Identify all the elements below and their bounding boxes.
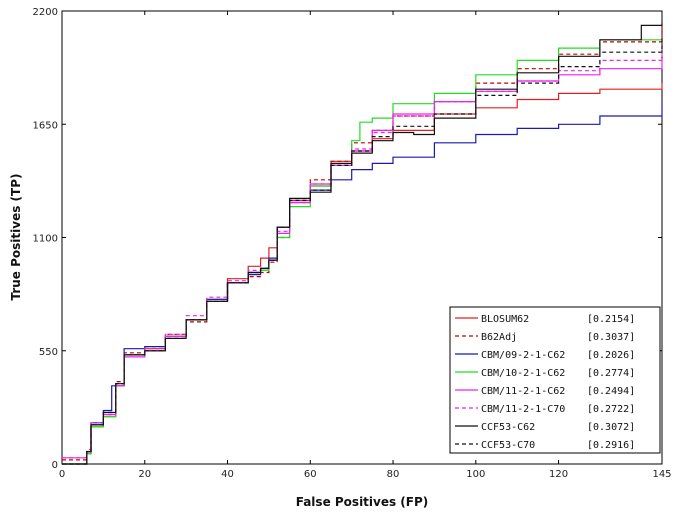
legend-label: BLOSUM62 xyxy=(481,314,529,325)
y-tick-label: 1650 xyxy=(33,120,58,131)
legend-label: B62Adj xyxy=(481,332,517,343)
series-line-7 xyxy=(62,37,663,465)
series-lines xyxy=(62,23,663,465)
legend-score: [0.2494] xyxy=(587,386,635,397)
legend-score: [0.2026] xyxy=(587,350,635,361)
legend: BLOSUM62 [0.2154] B62Adj [0.3037] CBM/09-2-1… xyxy=(449,306,661,454)
series-line-6 xyxy=(62,23,663,465)
y-tick-label: 0 xyxy=(52,460,58,471)
legend-label: CBM/11-2-1-C62 xyxy=(481,386,565,397)
x-tick-label: 20 xyxy=(138,469,151,480)
legend-score: [0.2154] xyxy=(587,314,635,325)
x-tick-label: 80 xyxy=(387,469,400,480)
legend-score: [0.2916] xyxy=(587,440,635,451)
x-tick-label: 145 xyxy=(652,469,671,480)
axis-ticks: 0 20 40 60 80 100 120 145 0 550 1100 1650 2200 xyxy=(33,7,672,480)
y-axis-title: True Positives (TP) xyxy=(9,173,23,300)
x-axis-title: False Positives (FP) xyxy=(296,495,429,509)
legend-label: CBM/09-2-1-C62 xyxy=(481,350,565,361)
legend-label: CCF53-C62 xyxy=(481,422,535,433)
legend-box xyxy=(449,306,661,454)
legend-score: [0.3037] xyxy=(587,332,635,343)
x-tick-label: 120 xyxy=(549,469,568,480)
legend-score: [0.2774] xyxy=(587,368,635,379)
legend-score: [0.2722] xyxy=(587,404,635,415)
y-tick-label: 1100 xyxy=(33,234,58,245)
x-tick-label: 0 xyxy=(59,469,65,480)
x-tick-label: 100 xyxy=(466,469,485,480)
x-tick-label: 60 xyxy=(304,469,317,480)
x-tick-label: 40 xyxy=(221,469,234,480)
legend-label: CBM/10-2-1-C62 xyxy=(481,368,565,379)
legend-label: CBM/11-2-1-C70 xyxy=(481,404,565,415)
y-tick-label: 550 xyxy=(39,347,58,358)
legend-label: CCF53-C70 xyxy=(481,440,535,451)
y-tick-label: 2200 xyxy=(33,7,58,18)
legend-score: [0.3072] xyxy=(587,422,635,433)
